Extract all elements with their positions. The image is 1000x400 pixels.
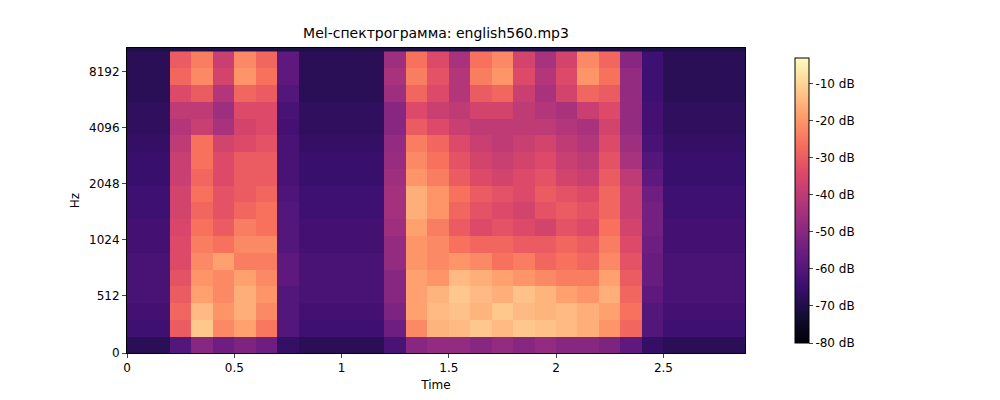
svg-text:2: 2 — [552, 361, 560, 375]
svg-text:0.5: 0.5 — [225, 361, 244, 375]
svg-text:2.5: 2.5 — [654, 361, 673, 375]
svg-text:1024: 1024 — [89, 233, 120, 247]
svg-text:-50 dB: -50 dB — [815, 225, 854, 239]
svg-text:-20 dB: -20 dB — [815, 114, 854, 128]
svg-text:1.5: 1.5 — [439, 361, 458, 375]
svg-text:0: 0 — [112, 346, 120, 360]
svg-text:2048: 2048 — [89, 177, 120, 191]
svg-text:-30 dB: -30 dB — [815, 151, 854, 165]
svg-text:Time: Time — [420, 378, 450, 392]
svg-text:1: 1 — [338, 361, 346, 375]
svg-text:-80 dB: -80 dB — [815, 336, 854, 350]
svg-text:-40 dB: -40 dB — [815, 188, 854, 202]
svg-text:-70 dB: -70 dB — [815, 299, 854, 313]
svg-text:-60 dB: -60 dB — [815, 262, 854, 276]
svg-text:8192: 8192 — [89, 65, 120, 79]
svg-text:-10 dB: -10 dB — [815, 77, 854, 91]
svg-text:0: 0 — [123, 361, 131, 375]
svg-text:512: 512 — [97, 289, 120, 303]
svg-text:Mel-спектрограмма: english560.: Mel-спектрограмма: english560.mp3 — [303, 25, 569, 41]
svg-text:4096: 4096 — [89, 121, 120, 135]
svg-text:Hz: Hz — [68, 193, 82, 208]
